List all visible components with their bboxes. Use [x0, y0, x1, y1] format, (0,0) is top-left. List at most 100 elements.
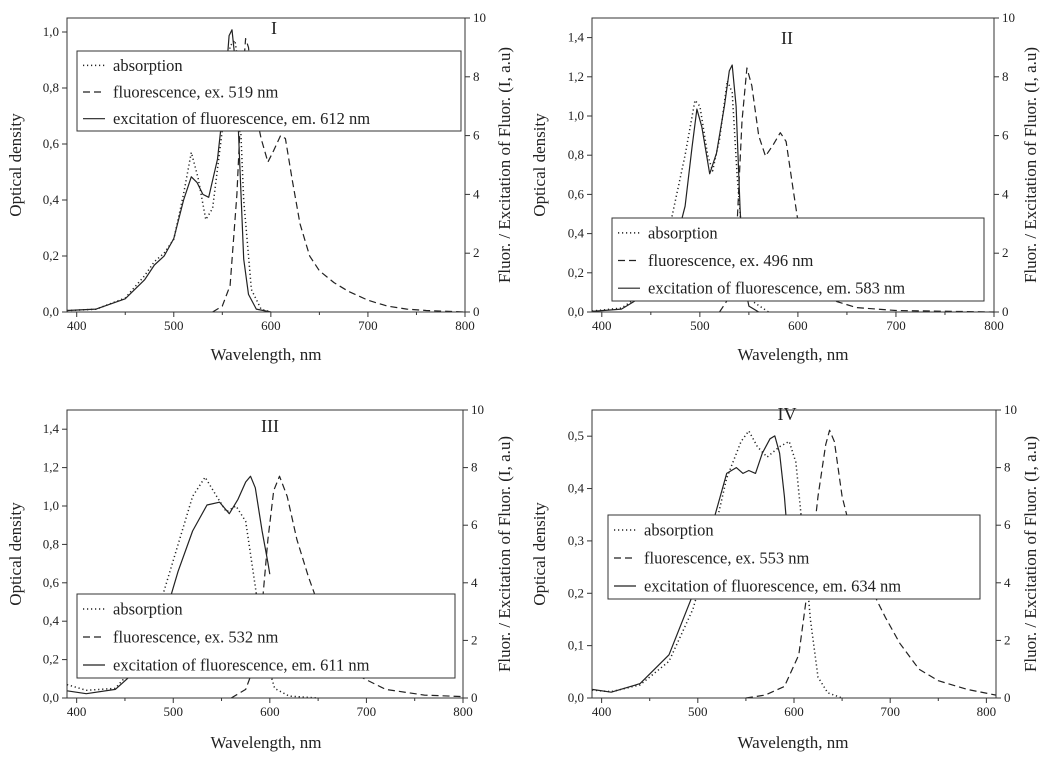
y-right-tick-label: 4	[473, 186, 480, 201]
y-right-tick-label: 10	[1002, 10, 1015, 25]
y-right-tick-label: 2	[1004, 632, 1011, 647]
y-axis-label: Optical density	[6, 502, 25, 606]
y-right-tick-label: 2	[1002, 245, 1009, 260]
y-tick-label: 1,4	[43, 421, 60, 436]
legend-label: fluorescence, ex. 532 nm	[113, 628, 279, 647]
legend-label: absorption	[648, 223, 718, 242]
y-tick-label: 0,8	[43, 80, 59, 95]
y-right-axis-label: Fluor. / Excitation of Fluor. (I, a.u)	[495, 47, 514, 283]
y-right-tick-label: 8	[473, 69, 480, 84]
x-tick-label: 600	[261, 318, 281, 333]
y-right-tick-label: 10	[471, 402, 484, 417]
y-tick-label: 1,2	[43, 460, 59, 475]
legend-label: excitation of fluorescence, em. 611 nm	[113, 656, 370, 675]
panel-title: IV	[778, 404, 797, 424]
y-tick-label: 1,0	[43, 498, 59, 513]
y-tick-label: 0,0	[43, 690, 59, 705]
legend-box	[76, 593, 456, 679]
x-axis-label: Wavelength, nm	[738, 345, 849, 364]
x-tick-label: 700	[880, 704, 900, 719]
y-tick-label: 0,1	[568, 638, 584, 653]
x-tick-label: 700	[357, 704, 377, 719]
y-tick-label: 0,2	[568, 585, 584, 600]
legend-label: absorption	[113, 56, 183, 75]
chart-panel-1: 400 500 600 700 800 0,0 0,2 0,4 0,6 0,8 1,0 0 2 4 6 8 10…	[6, 10, 514, 364]
y-right-tick-label: 4	[1004, 575, 1011, 590]
y-tick-label: 0,2	[568, 265, 584, 280]
y-right-tick-label: 6	[473, 128, 480, 143]
y-tick-label: 0,4	[43, 613, 60, 628]
x-tick-label: 500	[688, 704, 708, 719]
y-right-axis-label: Fluor. / Excitation of Fluor. (I, a.u)	[1021, 436, 1040, 672]
y-tick-label: 0,0	[43, 304, 59, 319]
x-axis-label: Wavelength, nm	[211, 345, 322, 364]
x-tick-label: 600	[260, 704, 280, 719]
legend: absorption fluorescence, ex. 496 nm excita…	[611, 217, 985, 302]
chart-panel-2: 400 500 600 700 800 0,0 0,2 0,4 0,6 0,8 1,0 1,2 1,4 0…	[530, 10, 1040, 364]
x-tick-label: 600	[788, 318, 808, 333]
x-tick-label: 500	[163, 704, 183, 719]
y-tick-label: 0,4	[43, 192, 60, 207]
y-tick-label: 0,0	[568, 304, 584, 319]
y-tick-label: 0,6	[568, 186, 585, 201]
y-right-tick-label: 0	[1002, 304, 1009, 319]
series-group	[591, 429, 997, 699]
x-tick-label: 400	[592, 318, 612, 333]
y-right-tick-label: 8	[1004, 460, 1011, 475]
panel-title: I	[271, 18, 277, 38]
y-right-tick-label: 8	[471, 460, 478, 475]
y-tick-label: 1,4	[568, 30, 585, 45]
y-axis-label: Optical density	[530, 502, 549, 606]
y-axis-label: Optical density	[6, 113, 25, 217]
y-right-tick-label: 10	[1004, 402, 1017, 417]
x-tick-label: 800	[977, 704, 997, 719]
y-right-axis-label: Fluor. / Excitation of Fluor. (I, a.u)	[495, 436, 514, 672]
series-line-fluo	[745, 429, 997, 699]
y-right-tick-label: 10	[473, 10, 486, 25]
chart-panel-4: 400 500 600 700 800 0,0 0,1 0,2 0,3 0,4 0,5 0 2 4 6 8 10…	[530, 402, 1040, 752]
x-tick-label: 400	[592, 704, 612, 719]
legend-box	[607, 514, 981, 600]
y-tick-label: 0,6	[43, 136, 60, 151]
y-tick-label: 0,6	[43, 575, 60, 590]
y-tick-label: 1,0	[43, 24, 59, 39]
panel-title: III	[261, 416, 279, 436]
plot-frame	[66, 17, 466, 313]
y-right-tick-label: 4	[471, 575, 478, 590]
x-tick-label: 700	[886, 318, 906, 333]
y-tick-label: 0,2	[43, 248, 59, 263]
y-right-tick-label: 0	[1004, 690, 1011, 705]
panel-title: II	[781, 28, 793, 48]
y-tick-label: 0,3	[568, 533, 584, 548]
y-axis-label: Optical density	[530, 113, 549, 217]
legend: absorption fluorescence, ex. 519 nm excita…	[76, 50, 462, 132]
x-tick-label: 500	[690, 318, 710, 333]
legend-label: excitation of fluorescence, em. 634 nm	[644, 577, 901, 596]
legend-label: absorption	[644, 521, 714, 540]
series-line-fluo	[719, 67, 995, 313]
plot-frame	[591, 17, 995, 313]
legend-label: excitation of fluorescence, em. 583 nm	[648, 279, 905, 298]
y-right-tick-label: 0	[471, 690, 478, 705]
legend-label: fluorescence, ex. 496 nm	[648, 251, 814, 270]
legend-label: absorption	[113, 600, 183, 619]
x-axis-label: Wavelength, nm	[211, 733, 322, 752]
x-tick-label: 800	[453, 704, 473, 719]
series-line-abs	[66, 39, 272, 313]
y-right-tick-label: 8	[1002, 69, 1009, 84]
legend-label: fluorescence, ex. 519 nm	[113, 83, 279, 102]
x-tick-label: 800	[455, 318, 475, 333]
y-right-tick-label: 2	[473, 245, 480, 260]
y-right-tick-label: 6	[471, 517, 478, 532]
plot-frame	[66, 409, 464, 699]
legend-box	[611, 217, 985, 302]
y-tick-label: 1,0	[568, 108, 584, 123]
y-right-tick-label: 6	[1004, 517, 1011, 532]
y-tick-label: 0,0	[568, 690, 584, 705]
series-line-abs	[66, 476, 319, 699]
x-tick-label: 800	[984, 318, 1004, 333]
legend: absorption fluorescence, ex. 532 nm excita…	[76, 593, 456, 679]
y-right-tick-label: 0	[473, 304, 480, 319]
legend-label: fluorescence, ex. 553 nm	[644, 549, 810, 568]
